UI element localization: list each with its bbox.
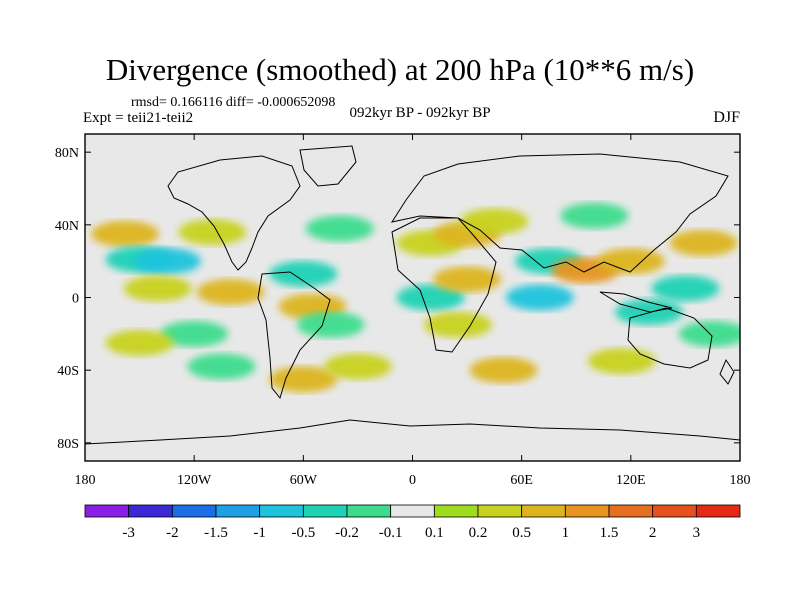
coastline-layer [85, 145, 740, 445]
lon-tick-label-4: 60E [510, 473, 533, 488]
field-region-29 [678, 320, 740, 347]
north-america-coastline [167, 155, 301, 271]
colorbar: -3 -2 -1.5 -1 -0.5 -0.2 -0.1 0.1 0.2 0.5 1 1.5 2 3 [84, 504, 741, 541]
lon-tick-label-1: 120W [177, 473, 212, 488]
field-region-17 [396, 284, 465, 311]
field-region-0 [91, 220, 160, 247]
field-region-24 [596, 248, 665, 275]
field-region-26 [587, 348, 656, 375]
field-region-9 [269, 260, 338, 287]
field-region-28 [651, 275, 720, 302]
field-region-19 [423, 311, 492, 338]
eurasia-coastline [390, 153, 729, 273]
colorbar-label-0: -3 [122, 525, 135, 541]
colorbar-swatch-11 [564, 504, 610, 518]
axes-layer: 80N 40N 0 40S 80S 180 120W 60W 0 60E 120E 180 [55, 134, 751, 488]
colorbar-label-12: 2 [649, 525, 657, 541]
period-label: 092kyr BP - 092kyr BP [349, 105, 491, 121]
colorbar-label-3: -1 [253, 525, 266, 541]
season-label: DJF [713, 109, 740, 126]
colorbar-label-13: 3 [693, 525, 701, 541]
lat-tick-label-1: 40N [55, 219, 79, 234]
lon-tick-label-6: 180 [730, 473, 751, 488]
lat-tick-label-3: 40S [57, 364, 79, 379]
field-region-14 [305, 215, 374, 242]
field-region-21 [505, 284, 574, 311]
colorbar-label-11: 1.5 [600, 525, 619, 541]
colorbar-swatch-10 [521, 504, 566, 518]
field-region-18 [433, 266, 502, 293]
field-region-31 [560, 202, 629, 229]
colorbar-swatch-5 [302, 504, 348, 518]
lon-tick-label-3: 0 [409, 473, 416, 488]
field-region-13 [323, 353, 392, 380]
colorbar-label-8: 0.2 [469, 525, 488, 541]
field-region-12 [269, 366, 338, 393]
colorbar-label-10: 1 [562, 525, 570, 541]
colorbar-swatch-14 [695, 504, 741, 518]
lon-tick-label-2: 60W [290, 473, 318, 488]
new-zealand-coastline [719, 358, 735, 385]
field-layer [91, 202, 740, 393]
field-region-30 [460, 208, 529, 235]
colorbar-label-2: -1.5 [204, 525, 228, 541]
indonesia-coastline [599, 291, 673, 313]
colorbar-swatch-8 [433, 504, 479, 518]
colorbar-label-5: -0.2 [335, 525, 359, 541]
field-region-5 [196, 279, 265, 306]
colorbar-swatch-0 [84, 504, 130, 518]
colorbar-swatch-6 [346, 504, 392, 518]
colorbar-swatch-9 [477, 504, 523, 518]
field-region-8 [187, 353, 256, 380]
page-title: Divergence (smoothed) at 200 hPa (10**6 … [105, 52, 695, 87]
field-region-2 [132, 248, 201, 275]
field-region-11 [296, 311, 365, 338]
colorbar-label-9: 0.5 [512, 525, 531, 541]
field-region-3 [178, 219, 247, 246]
south-america-coastline [257, 271, 331, 400]
field-region-6 [160, 320, 229, 347]
antarctica-coastline [85, 419, 740, 445]
lat-tick-label-0: 80N [55, 146, 79, 161]
colorbar-swatch-1 [128, 504, 173, 518]
colorbar-label-4: -0.5 [291, 525, 315, 541]
australia-coastline [627, 307, 713, 369]
colorbar-swatch-4 [259, 504, 304, 518]
lat-tick-label-4: 80S [57, 437, 79, 452]
lon-tick-label-0: 180 [75, 473, 96, 488]
colorbar-swatch-7 [390, 504, 435, 518]
field-region-7 [105, 329, 174, 356]
colorbar-label-6: -0.1 [379, 525, 403, 541]
colorbar-swatch-2 [171, 504, 217, 518]
lon-tick-label-5: 120E [616, 473, 646, 488]
greenland-coastline [299, 145, 357, 187]
colorbar-swatch-13 [652, 504, 697, 518]
lat-tick-label-2: 0 [72, 292, 79, 307]
field-region-4 [123, 275, 192, 302]
rmsd-diff-label: rmsd= 0.166116 diff= -0.000652098 [131, 95, 336, 110]
colorbar-label-1: -2 [166, 525, 179, 541]
colorbar-swatch-12 [608, 504, 654, 518]
colorbar-swatch-3 [215, 504, 261, 518]
field-region-27 [669, 230, 738, 256]
experiment-label: Expt = teii21-teii2 [83, 110, 194, 126]
colorbar-label-7: 0.1 [425, 525, 444, 541]
field-region-20 [469, 357, 538, 384]
